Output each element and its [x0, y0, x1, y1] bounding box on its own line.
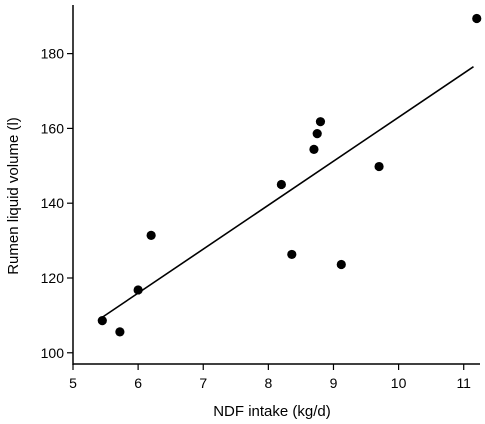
data-point	[374, 161, 384, 172]
axes: 5 6 7 8 9 10 11 100 120 140 160 180	[41, 5, 480, 391]
y-tick-label: 120	[41, 270, 65, 286]
data-point	[315, 117, 326, 127]
data-point	[309, 144, 319, 154]
data-point	[97, 316, 107, 326]
data-point	[472, 13, 482, 24]
y-tick-label: 100	[41, 345, 65, 361]
x-tick-label: 6	[134, 375, 142, 391]
x-tick-label: 9	[330, 375, 338, 391]
y-tick-label: 160	[41, 120, 65, 136]
data-point	[287, 249, 297, 260]
x-tick-label: 11	[456, 375, 471, 391]
y-axis-label: Rumen liquid volume (l)	[5, 117, 22, 275]
x-tick-label: 10	[391, 375, 407, 391]
y-tick-label: 140	[41, 195, 65, 211]
x-tick-label: 5	[69, 375, 77, 391]
data-point	[276, 179, 286, 190]
data-points	[97, 13, 482, 337]
x-tick-label: 7	[199, 375, 207, 391]
y-tick-label: 180	[41, 46, 65, 62]
data-point	[133, 285, 143, 295]
x-tick-label: 8	[264, 375, 272, 391]
data-point	[146, 230, 156, 240]
data-point	[336, 259, 346, 270]
regression-line-group	[101, 66, 474, 318]
regression-line	[101, 66, 474, 318]
x-axis-label: NDF intake (kg/d)	[213, 403, 331, 420]
data-point	[115, 327, 125, 337]
data-point	[312, 129, 322, 139]
